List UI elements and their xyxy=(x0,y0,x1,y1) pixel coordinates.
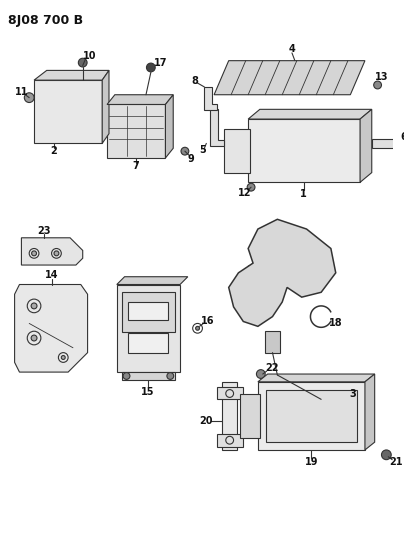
Text: 4: 4 xyxy=(288,44,295,54)
Polygon shape xyxy=(166,95,173,158)
Bar xyxy=(122,372,175,380)
Polygon shape xyxy=(248,109,372,119)
Text: 3: 3 xyxy=(349,390,356,399)
Text: 5: 5 xyxy=(199,145,206,155)
Text: 23: 23 xyxy=(37,226,50,236)
Text: 7: 7 xyxy=(133,161,140,171)
Circle shape xyxy=(31,303,37,309)
Text: 13: 13 xyxy=(375,72,388,82)
Circle shape xyxy=(374,81,381,89)
Bar xyxy=(128,302,168,320)
Polygon shape xyxy=(204,87,217,110)
Circle shape xyxy=(147,63,155,72)
Text: 11: 11 xyxy=(15,87,28,97)
Bar xyxy=(248,119,360,182)
Text: 8: 8 xyxy=(191,76,198,86)
Polygon shape xyxy=(107,95,173,104)
Bar xyxy=(266,390,357,442)
Circle shape xyxy=(247,183,255,191)
Text: 14: 14 xyxy=(45,270,58,280)
Circle shape xyxy=(123,373,130,379)
Text: 12: 12 xyxy=(238,188,251,198)
Circle shape xyxy=(181,147,189,155)
Polygon shape xyxy=(117,277,188,285)
Circle shape xyxy=(381,450,391,459)
Bar xyxy=(117,285,180,372)
Circle shape xyxy=(31,335,37,341)
Bar xyxy=(224,129,250,173)
Polygon shape xyxy=(258,374,375,382)
Text: 17: 17 xyxy=(154,58,167,68)
Text: 6: 6 xyxy=(400,132,404,142)
Text: 20: 20 xyxy=(200,416,213,426)
Circle shape xyxy=(54,251,59,256)
Polygon shape xyxy=(365,374,375,450)
Circle shape xyxy=(32,251,36,256)
Text: 10: 10 xyxy=(83,51,96,61)
Circle shape xyxy=(78,58,87,67)
Text: 21: 21 xyxy=(389,457,403,466)
Circle shape xyxy=(61,356,65,359)
Bar xyxy=(128,333,168,353)
Polygon shape xyxy=(360,109,372,182)
Bar xyxy=(34,80,102,143)
Polygon shape xyxy=(21,238,83,265)
Polygon shape xyxy=(214,61,365,95)
Polygon shape xyxy=(229,219,336,326)
Bar xyxy=(222,382,238,450)
Polygon shape xyxy=(217,434,243,447)
Bar xyxy=(107,104,166,158)
Text: 22: 22 xyxy=(266,363,279,373)
Text: 2: 2 xyxy=(50,146,57,156)
Bar xyxy=(319,394,339,408)
Text: 9: 9 xyxy=(187,154,194,164)
Text: 1: 1 xyxy=(300,189,307,199)
Polygon shape xyxy=(217,386,243,399)
Text: 8J08 700 B: 8J08 700 B xyxy=(8,14,83,27)
Polygon shape xyxy=(102,70,109,143)
Circle shape xyxy=(24,93,34,102)
Text: 18: 18 xyxy=(329,318,343,328)
Text: 16: 16 xyxy=(200,316,214,326)
Bar xyxy=(240,393,260,438)
Bar xyxy=(265,331,280,353)
Polygon shape xyxy=(15,285,88,372)
Polygon shape xyxy=(34,70,109,80)
Text: 15: 15 xyxy=(141,386,155,397)
Bar xyxy=(122,292,175,332)
Polygon shape xyxy=(210,109,224,147)
Bar xyxy=(372,139,396,148)
Text: 19: 19 xyxy=(305,457,318,466)
Bar xyxy=(258,382,365,450)
Circle shape xyxy=(257,370,265,378)
Circle shape xyxy=(196,326,200,330)
Circle shape xyxy=(167,373,174,379)
